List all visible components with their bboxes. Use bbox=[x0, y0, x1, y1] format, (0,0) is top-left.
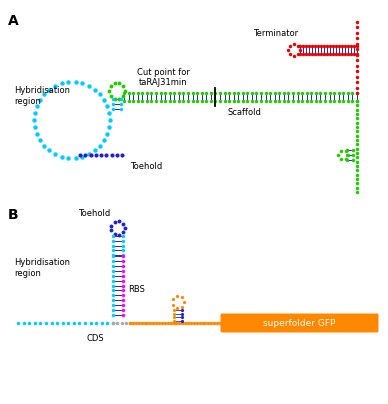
Text: B: B bbox=[8, 208, 19, 222]
Text: Terminator: Terminator bbox=[253, 29, 298, 38]
Text: CDS: CDS bbox=[86, 334, 104, 343]
FancyBboxPatch shape bbox=[220, 314, 379, 332]
Text: Cut point for
taRAJ31min: Cut point for taRAJ31min bbox=[137, 68, 189, 87]
Text: Scaffold: Scaffold bbox=[228, 108, 262, 117]
Text: A: A bbox=[8, 14, 19, 28]
Text: Hybridisation
region: Hybridisation region bbox=[14, 258, 70, 278]
Text: Hybridisation
region: Hybridisation region bbox=[14, 86, 70, 106]
Text: Toehold: Toehold bbox=[78, 209, 110, 218]
Text: superfolder GFP: superfolder GFP bbox=[263, 318, 336, 328]
Text: RBS: RBS bbox=[128, 286, 145, 295]
Text: Toehold: Toehold bbox=[130, 162, 162, 171]
